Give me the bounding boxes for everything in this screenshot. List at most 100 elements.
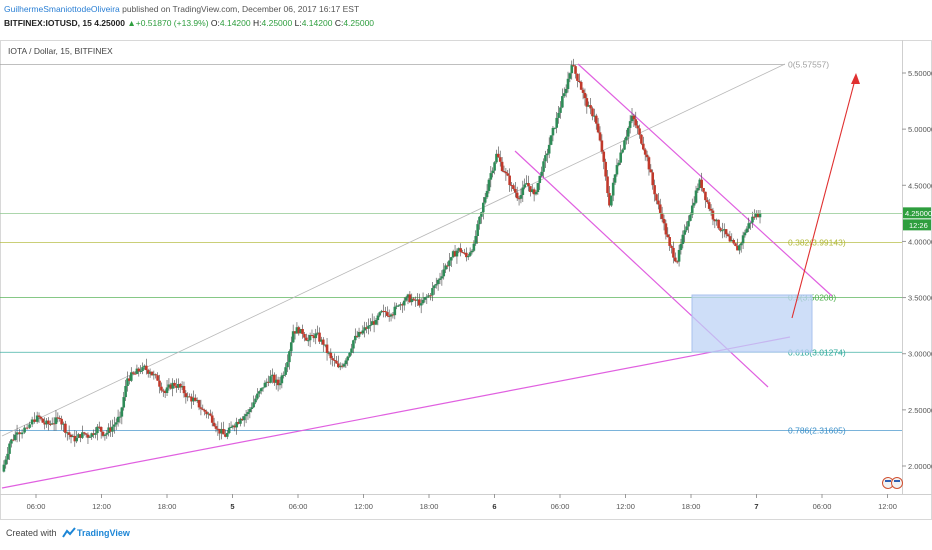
x-tick-label: 06:00: [289, 502, 308, 511]
candle-body: [92, 433, 95, 435]
candle-body: [62, 423, 65, 425]
candle-body: [47, 420, 50, 424]
candle-body: [338, 365, 342, 368]
candle-body: [122, 397, 126, 408]
candle-body: [58, 418, 62, 420]
candle-body: [690, 205, 694, 215]
x-tick-label: 12:00: [354, 502, 373, 511]
candle-body: [167, 384, 171, 388]
candle-body: [278, 383, 282, 386]
candle-body: [145, 365, 148, 371]
tradingview-brand[interactable]: TradingView: [77, 528, 130, 538]
close-label: C:: [334, 18, 344, 28]
candle-body: [517, 198, 521, 200]
candle-body: [466, 255, 470, 258]
candle-body: [602, 151, 606, 162]
candle-body: [465, 252, 468, 258]
candle-body: [391, 314, 395, 316]
candle-body: [18, 432, 21, 435]
candle-body: [39, 416, 43, 419]
candle-body: [4, 459, 8, 465]
candle-body: [10, 439, 13, 444]
candle-body: [288, 351, 291, 363]
candle-body: [114, 422, 118, 425]
chart-frame[interactable]: IOTA / Dollar, 15, BITFINEX 0(5.57557) 0.…: [0, 40, 932, 520]
candle-body: [636, 125, 639, 129]
candle-body: [314, 333, 318, 339]
author-link[interactable]: GuilhermeSmaniottodeOliveira: [4, 4, 120, 14]
candle-body: [303, 333, 306, 338]
candle-body: [71, 435, 75, 438]
candle-body: [538, 175, 542, 183]
candle-body: [353, 335, 357, 341]
candle-body: [120, 407, 124, 417]
candle-body: [205, 411, 208, 415]
candle-body: [564, 88, 568, 94]
x-tick-label: 12:00: [616, 502, 635, 511]
candle-body: [216, 428, 220, 430]
candle-body: [310, 335, 314, 337]
candle-body: [502, 171, 506, 173]
candle-body: [657, 200, 660, 205]
candle-body: [572, 65, 575, 67]
candle-body: [412, 298, 415, 300]
x-tick-label: 7: [754, 502, 758, 511]
candle-body: [357, 331, 361, 337]
candle-body: [177, 383, 180, 388]
price-chart[interactable]: IOTA / Dollar, 15, BITFINEX 0(5.57557) 0.…: [0, 40, 932, 520]
candle-body: [73, 435, 77, 442]
candle-body: [421, 299, 425, 304]
candle-body: [241, 418, 244, 421]
x-axis: 06:00 12:00 18:00 5 06:00 12:00 18:00 6 06:00 12:…: [27, 494, 897, 511]
candle-body: [15, 432, 19, 435]
candle-body: [738, 245, 741, 251]
candle-body: [440, 276, 444, 279]
candle-body: [229, 426, 233, 428]
candle-body: [542, 161, 545, 172]
candle-body: [715, 219, 719, 222]
candle-body: [425, 296, 429, 298]
candle-body: [35, 415, 39, 422]
candle-body: [574, 66, 577, 74]
candle-body: [702, 188, 705, 192]
candle-body: [508, 175, 511, 186]
candle-body: [2, 464, 6, 472]
candle-body: [739, 243, 743, 246]
candle-body: [722, 229, 726, 231]
candle-body: [713, 219, 717, 222]
candle-body: [225, 432, 229, 437]
candle-body: [689, 214, 692, 221]
candle-body: [323, 344, 327, 346]
candle-body: [643, 149, 647, 155]
candle-body: [263, 382, 267, 388]
candle-body: [192, 397, 195, 402]
candle-body: [404, 297, 408, 301]
us-flag-icon: [891, 477, 903, 489]
candle-body: [8, 443, 11, 454]
candle-body: [562, 93, 566, 97]
chart-title: IOTA / Dollar, 15, BITFINEX: [8, 46, 113, 56]
candle-body: [359, 331, 363, 334]
candle-body: [239, 418, 242, 424]
candle-body: [651, 172, 655, 186]
published-text: published on TradingView.com, December 0…: [122, 4, 360, 14]
y-tick-label: 4.50000: [908, 181, 932, 190]
open-label: O:: [210, 18, 220, 28]
candle-body: [497, 153, 500, 158]
candle-body: [352, 340, 355, 349]
candle-body: [487, 179, 491, 191]
candle-body: [182, 386, 186, 394]
candle-body: [111, 426, 114, 432]
candle-body: [408, 294, 412, 303]
candle-body: [423, 297, 427, 300]
candle-body: [133, 373, 137, 375]
candle-body: [131, 372, 135, 374]
candle-body: [429, 295, 432, 297]
candle-body: [481, 202, 485, 213]
candle-body: [218, 428, 222, 434]
candle-body: [621, 149, 624, 153]
candle-body: [711, 210, 715, 220]
candle-body: [628, 121, 632, 128]
candle-body: [305, 337, 308, 341]
